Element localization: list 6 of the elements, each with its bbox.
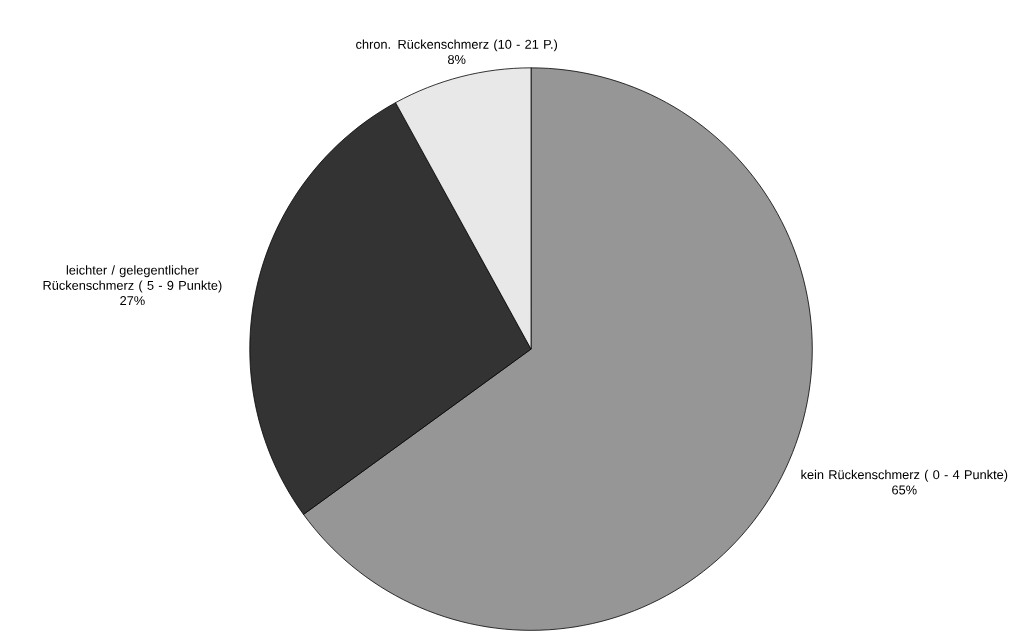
slice-label: kein Rückenschmerz ( 0 - 4 Punkte) — [801, 469, 1008, 482]
data-label: 27% — [120, 295, 145, 305]
data-label: 8% — [448, 54, 466, 64]
data-label: 65% — [892, 485, 917, 495]
slice-label: chron. Rückenschmerz (10 - 21 P.) — [356, 39, 558, 52]
slice-label: leichter / gelegentlicher Rückenschmerz ( 5 - 9 Punkte) — [43, 265, 222, 293]
